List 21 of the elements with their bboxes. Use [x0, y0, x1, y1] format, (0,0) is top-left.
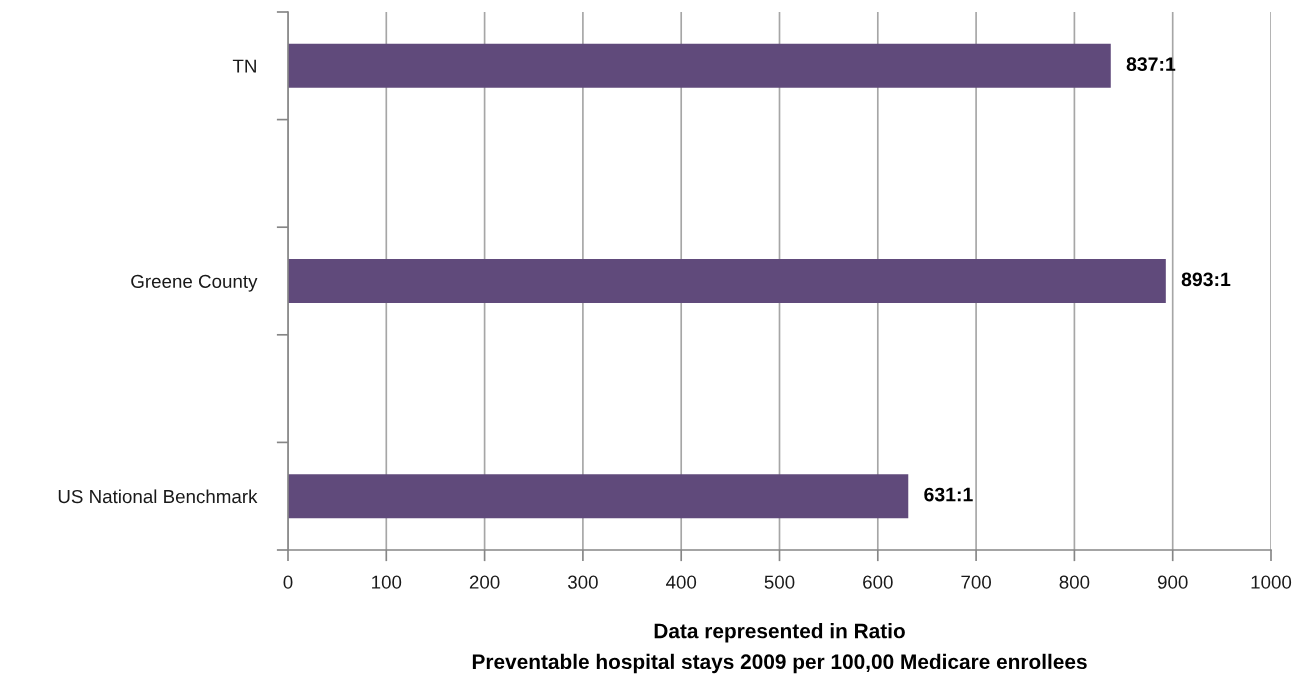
x-tick-label: 100 — [372, 575, 402, 589]
y-tick-label: Greene County — [131, 274, 258, 292]
bar — [288, 474, 909, 519]
x-tick-label: 600 — [863, 575, 893, 589]
data-label: 837:1 — [1126, 57, 1176, 72]
x-tick-label: 200 — [469, 575, 500, 589]
x-tick-label: 500 — [764, 575, 795, 589]
x-tick-label: 800 — [1059, 575, 1090, 589]
x-tick-label: 400 — [665, 575, 697, 589]
x-tick-label: 700 — [961, 575, 992, 589]
x-tick-label: 0 — [283, 575, 293, 589]
x-axis-title: Data represented in Ratio Preventable hospital stays 2009 per 100,00 Medicare enrollees — [472, 623, 1087, 674]
x-tick-label: 300 — [567, 575, 598, 589]
x-tick-label: 900 — [1157, 575, 1188, 589]
data-label: 893:1 — [1181, 272, 1231, 287]
data-label: 631:1 — [924, 487, 973, 502]
x-tick-label: 1000 — [1251, 575, 1292, 589]
bar — [288, 43, 1111, 88]
y-tick-label: TN — [232, 59, 256, 73]
bar — [288, 258, 1166, 304]
y-tick-label: US National Benchmark — [58, 489, 258, 504]
